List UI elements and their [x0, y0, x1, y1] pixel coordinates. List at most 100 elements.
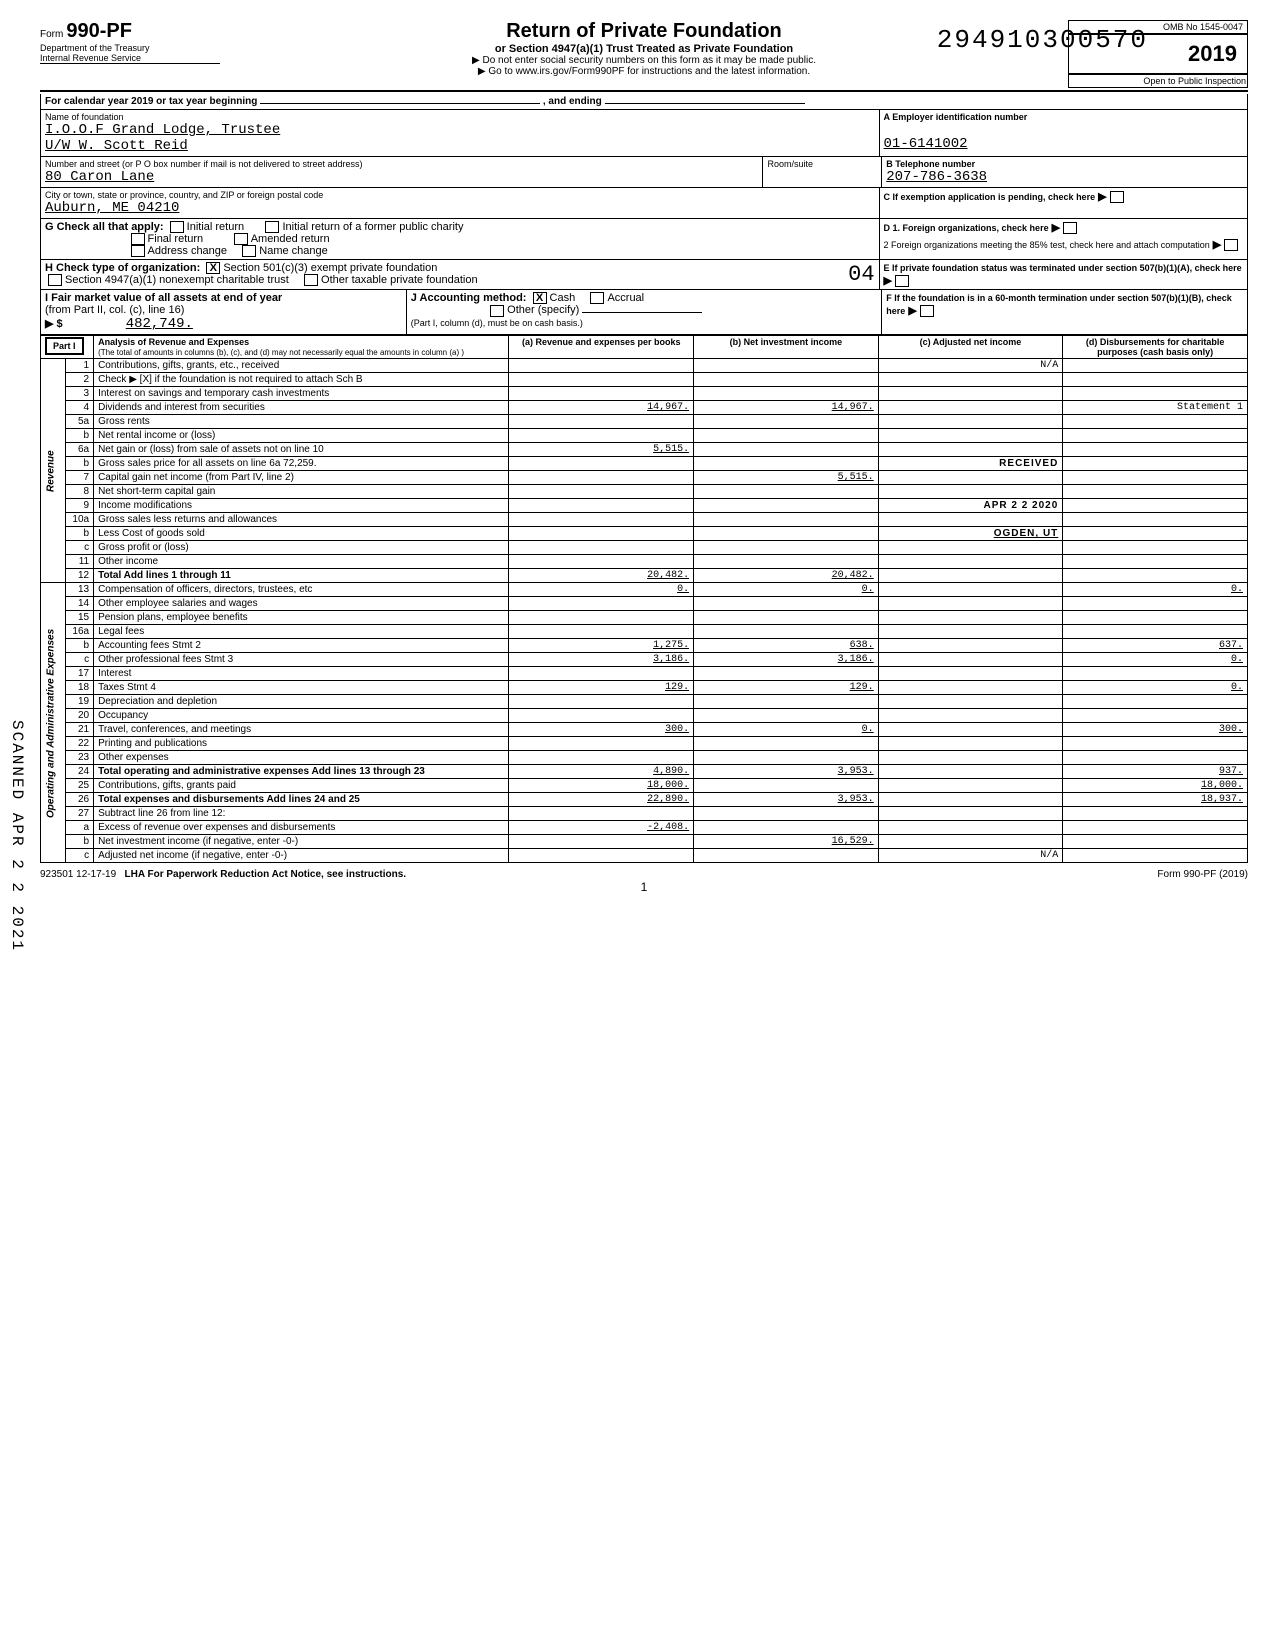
phone-value: 207-786-3638	[886, 169, 1243, 185]
table-row: bLess Cost of goods soldOGDEN, UT	[41, 527, 1248, 541]
line-number: b	[66, 457, 94, 471]
initial-return-label: Initial return	[187, 221, 244, 233]
d2-checkbox[interactable]	[1224, 239, 1238, 251]
final-return-label: Final return	[148, 233, 204, 245]
addr-change-checkbox[interactable]	[131, 245, 145, 257]
name-change-checkbox[interactable]	[242, 245, 256, 257]
cell-c	[878, 779, 1063, 793]
side-scan-stamp: SCANNED APR 2 2 2021	[8, 720, 26, 952]
line-desc: Legal fees	[94, 625, 509, 639]
cell-c	[878, 737, 1063, 751]
cell-c	[878, 597, 1063, 611]
initial-return-checkbox[interactable]	[170, 221, 184, 233]
h-other-checkbox[interactable]	[304, 274, 318, 286]
line-desc: Net short-term capital gain	[94, 485, 509, 499]
cell-d	[1063, 499, 1248, 513]
j-accrual-label: Accrual	[607, 292, 644, 304]
cell-a	[509, 415, 694, 429]
irs-label: Internal Revenue Service	[40, 53, 220, 64]
line-desc: Other professional fees Stmt 3	[94, 653, 509, 667]
cell-b	[694, 807, 879, 821]
line-number: 7	[66, 471, 94, 485]
cell-b: 0.	[694, 723, 879, 737]
inspection-label: Open to Public Inspection	[1068, 74, 1248, 88]
final-return-checkbox[interactable]	[131, 233, 145, 245]
cell-a	[509, 373, 694, 387]
line-number: 2	[66, 373, 94, 387]
expense-section-label: Operating and Administrative Expenses	[41, 583, 66, 863]
foundation-name-2: U/W W. Scott Reid	[45, 138, 875, 154]
d1-checkbox[interactable]	[1063, 222, 1077, 234]
line-number: 20	[66, 709, 94, 723]
cell-c	[878, 541, 1063, 555]
table-row: 12Total Add lines 1 through 1120,482.20,…	[41, 569, 1248, 583]
cell-c	[878, 611, 1063, 625]
line-number: a	[66, 821, 94, 835]
cell-c	[878, 793, 1063, 807]
amended-checkbox[interactable]	[234, 233, 248, 245]
cell-b	[694, 541, 879, 555]
cell-b	[694, 849, 879, 863]
col-d-header: (d) Disbursements for charitable purpose…	[1063, 336, 1248, 359]
cell-a: 18,000.	[509, 779, 694, 793]
cell-c: APR 2 2 2020	[878, 499, 1063, 513]
i-value: 482,749.	[126, 316, 193, 332]
j-cash-checkbox[interactable]: X	[533, 292, 547, 304]
j-label: J Accounting method:	[411, 292, 527, 304]
i-from-label: (from Part II, col. (c), line 16)	[45, 304, 184, 316]
table-row: 11Other income	[41, 555, 1248, 569]
cell-b	[694, 373, 879, 387]
line-number: 17	[66, 667, 94, 681]
cell-a: 1,275.	[509, 639, 694, 653]
cell-d	[1063, 359, 1248, 373]
cell-a	[509, 807, 694, 821]
initial-former-checkbox[interactable]	[265, 221, 279, 233]
line-number: 27	[66, 807, 94, 821]
cell-a	[509, 835, 694, 849]
name-change-label: Name change	[259, 245, 328, 257]
h-501c3-checkbox[interactable]: X	[206, 262, 220, 274]
cell-a	[509, 513, 694, 527]
line-number: b	[66, 639, 94, 653]
cell-d: 0.	[1063, 583, 1248, 597]
line-desc: Taxes Stmt 4	[94, 681, 509, 695]
cell-a	[509, 387, 694, 401]
j-other-checkbox[interactable]	[490, 305, 504, 317]
table-row: bNet investment income (if negative, ent…	[41, 835, 1248, 849]
e-checkbox[interactable]	[895, 275, 909, 287]
cell-c	[878, 765, 1063, 779]
c-checkbox[interactable]	[1110, 191, 1124, 203]
table-row: cOther professional fees Stmt 33,186.3,1…	[41, 653, 1248, 667]
line-number: 15	[66, 611, 94, 625]
cell-a: -2,408.	[509, 821, 694, 835]
cell-c: N/A	[878, 359, 1063, 373]
f-checkbox[interactable]	[920, 305, 934, 317]
line-desc: Pension plans, employee benefits	[94, 611, 509, 625]
line-desc: Subtract line 26 from line 12:	[94, 807, 509, 821]
line-desc: Occupancy	[94, 709, 509, 723]
c-label: C If exemption application is pending, c…	[884, 192, 1096, 202]
amended-label: Amended return	[251, 233, 330, 245]
cell-b	[694, 709, 879, 723]
cell-a: 14,967.	[509, 401, 694, 415]
cell-d	[1063, 611, 1248, 625]
table-row: 5aGross rents	[41, 415, 1248, 429]
e-label: E If private foundation status was termi…	[884, 263, 1242, 273]
form-note2: ▶ Go to www.irs.gov/Form990PF for instru…	[220, 66, 1068, 77]
cell-d	[1063, 443, 1248, 457]
cell-a	[509, 429, 694, 443]
cell-c	[878, 835, 1063, 849]
cell-b	[694, 429, 879, 443]
h-4947-checkbox[interactable]	[48, 274, 62, 286]
j-note: (Part I, column (d), must be on cash bas…	[411, 318, 583, 328]
cell-c	[878, 751, 1063, 765]
j-accrual-checkbox[interactable]	[590, 292, 604, 304]
cell-a: 20,482.	[509, 569, 694, 583]
j-cash-label: Cash	[550, 292, 576, 304]
table-row: 16aLegal fees	[41, 625, 1248, 639]
cell-b: 3,953.	[694, 765, 879, 779]
table-row: 21Travel, conferences, and meetings300.0…	[41, 723, 1248, 737]
name-label: Name of foundation	[45, 112, 875, 122]
cell-a	[509, 849, 694, 863]
cell-a	[509, 485, 694, 499]
